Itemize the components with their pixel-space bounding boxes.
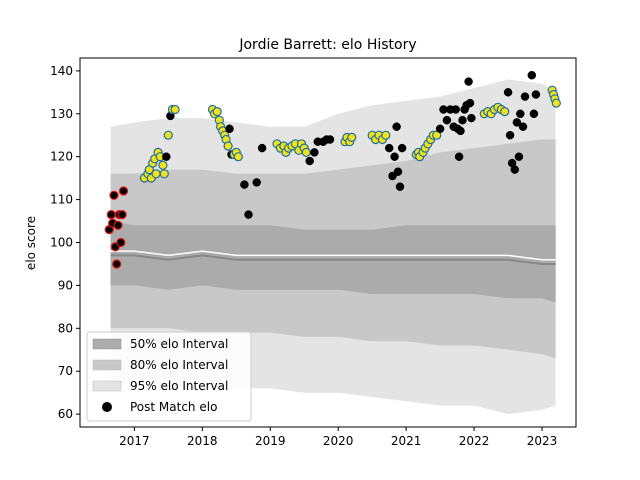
x-tick-label-0: 2017 — [119, 434, 150, 448]
median-line — [110, 254, 556, 265]
legend: 50% elo Interval 80% elo Interval 95% elo … — [86, 331, 252, 422]
y-tick-label-0: 60 — [58, 407, 73, 421]
x-tick-label-5: 2022 — [459, 434, 490, 448]
data-point-57 — [310, 148, 319, 157]
plot-area — [79, 57, 577, 428]
data-point-116 — [518, 122, 528, 131]
data-point-110 — [505, 130, 515, 140]
data-point-120 — [531, 90, 541, 99]
data-point-56 — [305, 156, 314, 166]
y-tick-label-5: 110 — [50, 193, 73, 207]
data-point-44 — [257, 143, 267, 153]
data-point-95 — [456, 126, 465, 136]
data-point-3 — [109, 190, 119, 200]
data-point-89 — [442, 115, 452, 125]
data-point-112 — [510, 165, 520, 174]
data-point-119 — [529, 109, 539, 119]
data-point-96 — [458, 115, 467, 125]
data-point-26 — [170, 104, 180, 115]
data-point-5 — [112, 259, 122, 269]
y-axis: 60 70 80 90 100 110 120 130 140 — [50, 64, 80, 421]
y-tick-label-3: 90 — [58, 278, 73, 292]
y-tick-label-1: 70 — [58, 364, 73, 378]
data-point-35 — [223, 141, 233, 151]
y-tick-label-4: 100 — [50, 236, 73, 250]
legend-swatch-1 — [92, 359, 122, 371]
legend-label-2: 95% elo Interval — [130, 379, 228, 393]
data-point-43 — [252, 178, 261, 187]
legend-label-1: 80% elo Interval — [130, 358, 228, 372]
data-point-17 — [151, 169, 161, 179]
data-point-41 — [240, 180, 249, 189]
data-point-40 — [233, 152, 243, 162]
y-tick-label-7: 130 — [50, 107, 73, 121]
data-point-22 — [162, 152, 171, 161]
data-point-36 — [225, 124, 234, 134]
data-point-76 — [395, 182, 405, 191]
legend-swatch-2 — [92, 380, 122, 392]
data-point-61 — [325, 135, 335, 144]
data-point-29 — [212, 106, 222, 117]
data-point-92 — [451, 105, 460, 114]
data-point-77 — [397, 143, 407, 153]
data-point-75 — [393, 167, 403, 176]
data-point-74 — [392, 122, 401, 131]
data-point-9 — [117, 210, 127, 220]
legend-box — [86, 331, 252, 422]
data-point-73 — [390, 152, 399, 161]
x-tick-label-6: 2023 — [527, 434, 558, 448]
y-tick-label-8: 140 — [50, 64, 73, 78]
legend-swatch-0 — [92, 338, 122, 350]
data-point-109 — [503, 88, 513, 97]
data-point-100 — [465, 98, 475, 108]
x-tick-label-1: 2018 — [187, 434, 218, 448]
data-point-87 — [435, 124, 445, 134]
data-point-101 — [467, 113, 476, 123]
data-point-55 — [301, 147, 311, 157]
legend-marker-3 — [102, 402, 112, 412]
data-point-117 — [520, 92, 530, 101]
y-axis-label: elo score — [24, 216, 38, 270]
legend-label-0: 50% elo Interval — [130, 337, 228, 351]
data-point-124 — [551, 98, 561, 108]
data-point-8 — [116, 237, 126, 248]
data-point-99 — [464, 77, 473, 86]
chart-title: Jordie Barrett: elo History — [238, 37, 416, 53]
data-point-23 — [163, 130, 173, 140]
data-point-118 — [527, 70, 537, 80]
data-point-65 — [347, 132, 357, 142]
data-point-6 — [113, 220, 123, 230]
band-50 — [110, 221, 556, 303]
data-point-1 — [106, 210, 116, 220]
data-point-20 — [158, 160, 168, 170]
x-tick-label-3: 2020 — [323, 434, 354, 448]
x-tick-label-2: 2019 — [255, 434, 286, 448]
x-tick-label-4: 2021 — [391, 434, 422, 448]
data-point-113 — [512, 118, 522, 127]
y-tick-label-6: 120 — [50, 150, 73, 164]
data-point-114 — [514, 152, 524, 161]
data-point-115 — [516, 109, 525, 119]
data-point-70 — [381, 130, 391, 140]
data-point-71 — [384, 143, 394, 153]
data-point-10 — [118, 186, 129, 196]
data-point-94 — [454, 152, 464, 161]
data-point-21 — [159, 169, 169, 179]
data-point-108 — [500, 106, 510, 117]
mean-line — [110, 250, 556, 261]
legend-label-3: Post Match elo — [130, 400, 217, 414]
data-point-42 — [244, 210, 253, 219]
x-axis: 2017 2018 2019 2020 2021 2022 2023 — [119, 427, 557, 448]
y-tick-label-2: 80 — [58, 321, 73, 335]
